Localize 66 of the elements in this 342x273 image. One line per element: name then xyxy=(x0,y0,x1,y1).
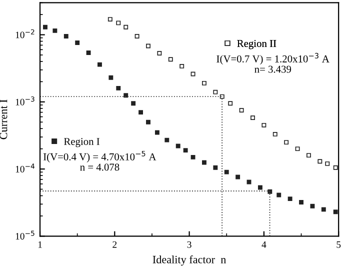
legend-label: Region I xyxy=(64,138,100,148)
point xyxy=(190,72,196,76)
point xyxy=(52,28,58,33)
point xyxy=(157,51,162,56)
point xyxy=(288,196,292,202)
y-axis-title: Current I xyxy=(0,100,8,140)
x-axis-title: Ideality factor n xyxy=(152,255,226,266)
point xyxy=(213,165,218,170)
y-tick-label: 10$^{−3}$ xyxy=(16,96,34,106)
point xyxy=(116,20,121,26)
y-tick-label: 10$^{−4}$ xyxy=(16,164,34,172)
point xyxy=(134,34,140,38)
point xyxy=(108,75,114,80)
point xyxy=(224,170,229,174)
point xyxy=(202,160,206,165)
point xyxy=(131,101,136,106)
point xyxy=(239,108,244,112)
x-tick-label: 5 xyxy=(336,241,341,248)
point xyxy=(75,40,80,45)
point xyxy=(43,24,48,30)
point xyxy=(306,153,311,158)
point xyxy=(284,140,289,145)
text: I(V=0.7 V) = 1.20x10$^{−3}$ A n= 3.439 xyxy=(216,52,330,73)
point xyxy=(295,146,300,152)
point xyxy=(168,57,173,62)
point xyxy=(272,132,278,136)
point xyxy=(268,189,272,194)
point xyxy=(333,210,338,214)
y-tick-label: 10$^{−5}$ xyxy=(16,230,34,240)
point xyxy=(202,80,206,86)
x-tick-label: 4 xyxy=(262,241,266,248)
y-tick-label: 10$^{−2}$ xyxy=(16,29,34,38)
point xyxy=(262,122,266,128)
point xyxy=(146,120,150,124)
point xyxy=(124,93,128,98)
point xyxy=(325,161,330,166)
point xyxy=(299,200,304,204)
x-tick-label: 1 xyxy=(38,241,42,248)
point xyxy=(176,144,180,148)
point xyxy=(258,185,262,190)
point xyxy=(146,44,150,48)
point xyxy=(213,90,218,94)
point xyxy=(190,154,196,160)
point xyxy=(180,64,184,68)
point xyxy=(250,116,255,120)
point xyxy=(124,24,128,30)
point xyxy=(138,110,144,115)
point xyxy=(183,148,188,153)
point xyxy=(108,17,112,22)
point xyxy=(228,101,233,106)
x-tick-label: 3 xyxy=(187,241,192,248)
point xyxy=(64,34,68,38)
point xyxy=(164,138,170,142)
point xyxy=(86,50,91,55)
point xyxy=(98,62,102,67)
point xyxy=(310,204,315,208)
legend-label: Region II xyxy=(237,40,276,50)
text: I(V=0.4 V) = 4.70x10$^{−5}$ A n = 4.078 xyxy=(43,150,156,171)
point xyxy=(318,159,322,164)
x-tick-label: 2 xyxy=(112,241,117,248)
point xyxy=(276,192,282,198)
point xyxy=(236,174,240,180)
point xyxy=(116,86,121,90)
point xyxy=(321,207,326,212)
point xyxy=(333,165,338,170)
point xyxy=(154,130,160,135)
